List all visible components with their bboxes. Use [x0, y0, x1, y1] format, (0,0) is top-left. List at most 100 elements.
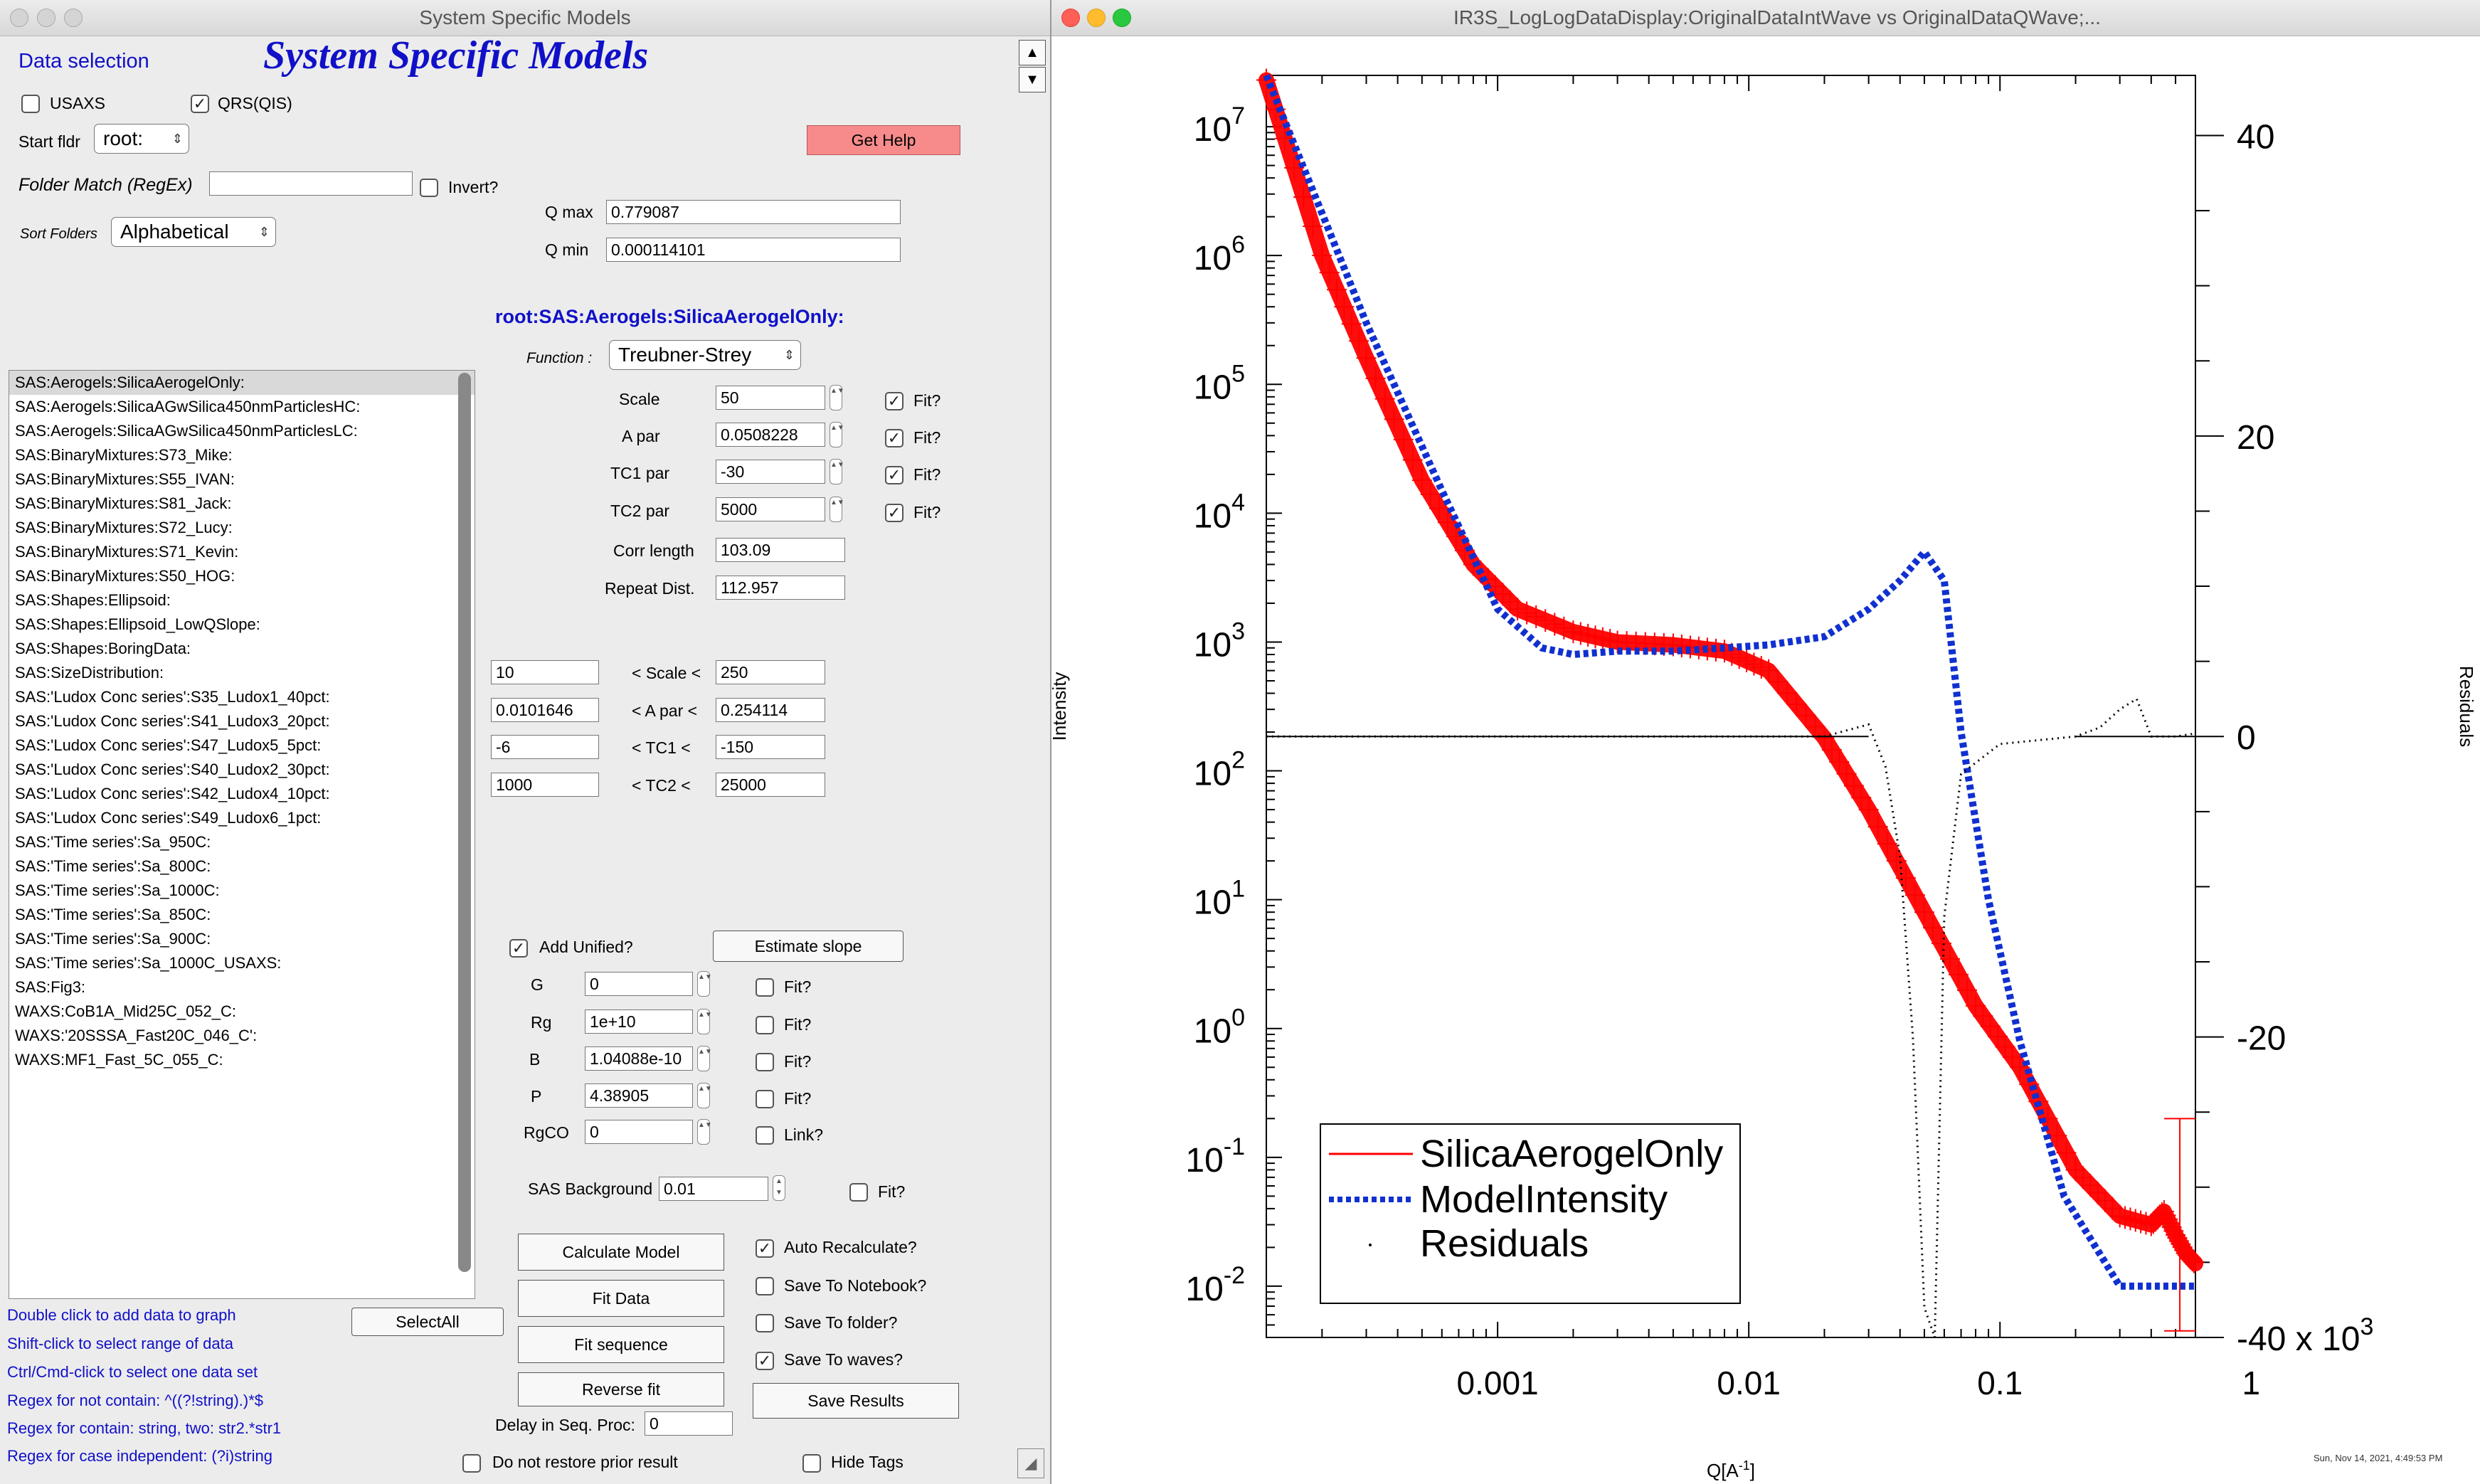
sas-background-stepper[interactable]: ▲ ▼: [773, 1175, 785, 1201]
unified-check[interactable]: [756, 978, 774, 997]
maximize-icon[interactable]: [64, 9, 83, 27]
list-item[interactable]: SAS:Aerogels:SilicaAGwSilica450nmParticl…: [15, 422, 358, 440]
list-item[interactable]: SAS:Shapes:Ellipsoid_LowQSlope:: [15, 615, 260, 633]
list-item[interactable]: SAS:'Ludox Conc series':S41_Ludox3_20pct…: [15, 712, 330, 730]
qmax-input[interactable]: 0.779087: [606, 200, 901, 224]
list-item[interactable]: SAS:'Time series':Sa_1000C:: [15, 881, 220, 899]
unified-stepper[interactable]: ▲▼: [697, 971, 712, 997]
maximize-icon[interactable]: [1113, 9, 1131, 27]
unified-input[interactable]: 1.04088e-10: [585, 1046, 693, 1071]
unified-input[interactable]: 1e+10: [585, 1009, 693, 1034]
unified-check[interactable]: [756, 1016, 774, 1034]
list-item[interactable]: WAXS:CoB1A_Mid25C_052_C:: [15, 1002, 237, 1020]
qmin-input[interactable]: 0.000114101: [606, 238, 901, 262]
get-help-button[interactable]: Get Help: [807, 125, 960, 155]
add-unified-checkbox[interactable]: ✓: [509, 939, 528, 958]
param-stepper[interactable]: ▲▼: [830, 497, 844, 522]
list-item[interactable]: SAS:'Time series':Sa_1000C_USAXS:: [15, 954, 282, 972]
param-input[interactable]: -30: [716, 460, 825, 484]
limit-low-input[interactable]: 10: [491, 660, 599, 684]
calculate-model-button[interactable]: Calculate Model: [518, 1234, 724, 1271]
intensity-chart[interactable]: 0.001 0.01 0.1 1 10-2 10-1 100 101 102 103 104 105 1…: [1051, 36, 2480, 1484]
list-item[interactable]: SAS:BinaryMixtures:S71_Kevin:: [15, 543, 239, 561]
minimize-icon[interactable]: [1087, 9, 1106, 27]
sort-folders-select[interactable]: Alphabetical ⇕: [111, 217, 276, 247]
list-item[interactable]: SAS:'Ludox Conc series':S42_Ludox4_10pct…: [15, 785, 330, 802]
save-notebook-checkbox[interactable]: [756, 1277, 774, 1295]
param-input[interactable]: 50: [716, 386, 825, 410]
sas-background-fit-checkbox[interactable]: [849, 1183, 868, 1202]
unified-check[interactable]: [756, 1053, 774, 1071]
auto-recalculate-checkbox[interactable]: ✓: [756, 1239, 774, 1258]
fit-sequence-button[interactable]: Fit sequence: [518, 1326, 724, 1363]
unified-input[interactable]: 0: [585, 972, 693, 996]
list-item[interactable]: SAS:'Ludox Conc series':S35_Ludox1_40pct…: [15, 688, 330, 706]
list-item[interactable]: SAS:'Ludox Conc series':S40_Ludox2_30pct…: [15, 760, 330, 778]
param-fit-checkbox[interactable]: ✓: [885, 429, 903, 447]
folder-match-input[interactable]: [209, 171, 413, 196]
unified-stepper[interactable]: ▲▼: [697, 1119, 712, 1145]
minimize-icon[interactable]: [37, 9, 55, 27]
unified-stepper[interactable]: ▲▼: [697, 1083, 712, 1108]
list-item[interactable]: SAS:'Time series':Sa_950C:: [15, 833, 211, 851]
unified-check[interactable]: [756, 1126, 774, 1145]
resize-grip-icon[interactable]: ◢: [1017, 1448, 1044, 1478]
param-stepper[interactable]: ▲▼: [830, 385, 844, 410]
close-icon[interactable]: [1061, 9, 1080, 27]
param-stepper[interactable]: ▲▼: [830, 422, 844, 447]
list-item[interactable]: SAS:'Ludox Conc series':S49_Ludox6_1pct:: [15, 809, 322, 827]
limit-high-input[interactable]: 25000: [716, 773, 825, 797]
invert-checkbox[interactable]: [420, 179, 438, 197]
sas-background-input[interactable]: 0.01: [659, 1177, 768, 1201]
limit-high-input[interactable]: -150: [716, 735, 825, 759]
scroll-up-icon[interactable]: ▲: [1019, 40, 1046, 65]
list-item[interactable]: SAS:BinaryMixtures:S50_HOG:: [15, 567, 235, 585]
list-item[interactable]: WAXS:MF1_Fast_5C_055_C:: [15, 1051, 223, 1069]
function-select[interactable]: Treubner-Strey ⇕: [609, 340, 801, 370]
list-item[interactable]: SAS:BinaryMixtures:S55_IVAN:: [15, 470, 235, 488]
save-results-button[interactable]: Save Results: [753, 1383, 959, 1419]
list-item[interactable]: SAS:'Ludox Conc series':S47_Ludox5_5pct:: [15, 736, 322, 754]
usaxs-checkbox[interactable]: [21, 95, 40, 113]
scroll-down-icon[interactable]: ▼: [1019, 67, 1046, 92]
list-item[interactable]: SAS:Aerogels:SilicaAGwSilica450nmParticl…: [15, 398, 361, 415]
save-folder-checkbox[interactable]: [756, 1314, 774, 1332]
unified-input[interactable]: 4.38905: [585, 1083, 693, 1108]
data-folder-list[interactable]: SAS:Aerogels:SilicaAerogelOnly: SAS:Aerog…: [9, 370, 475, 1299]
limit-low-input[interactable]: 0.0101646: [491, 698, 599, 722]
param-fit-checkbox[interactable]: ✓: [885, 504, 903, 522]
limit-low-input[interactable]: 1000: [491, 773, 599, 797]
unified-check[interactable]: [756, 1090, 774, 1108]
list-item[interactable]: SAS:'Time series':Sa_900C:: [15, 930, 211, 948]
limit-high-input[interactable]: 0.254114: [716, 698, 825, 722]
close-icon[interactable]: [10, 9, 28, 27]
start-folder-select[interactable]: root: ⇕: [94, 124, 189, 154]
unified-stepper[interactable]: ▲▼: [697, 1009, 712, 1034]
param-input[interactable]: 5000: [716, 497, 825, 521]
unified-input[interactable]: 0: [585, 1120, 693, 1144]
list-item[interactable]: SAS:'Time series':Sa_800C:: [15, 857, 211, 875]
select-all-button[interactable]: SelectAll: [351, 1308, 504, 1336]
list-item[interactable]: SAS:BinaryMixtures:S73_Mike:: [15, 446, 233, 464]
limit-low-input[interactable]: -6: [491, 735, 599, 759]
list-item[interactable]: SAS:SizeDistribution:: [15, 664, 164, 682]
fit-data-button[interactable]: Fit Data: [518, 1280, 724, 1317]
list-item[interactable]: SAS:Fig3:: [15, 978, 86, 996]
do-not-restore-checkbox[interactable]: [462, 1454, 481, 1473]
reverse-fit-button[interactable]: Reverse fit: [518, 1372, 724, 1406]
unified-stepper[interactable]: ▲▼: [697, 1046, 712, 1071]
param-fit-checkbox[interactable]: ✓: [885, 466, 903, 484]
list-item[interactable]: SAS:BinaryMixtures:S81_Jack:: [15, 494, 232, 512]
list-item[interactable]: WAXS:'20SSSA_Fast20C_046_C':: [15, 1027, 258, 1044]
estimate-slope-button[interactable]: Estimate slope: [713, 931, 903, 962]
list-item[interactable]: SAS:Shapes:BoringData:: [15, 640, 191, 657]
list-item[interactable]: SAS:BinaryMixtures:S72_Lucy:: [15, 519, 233, 536]
limit-high-input[interactable]: 250: [716, 660, 825, 684]
list-item[interactable]: SAS:Aerogels:SilicaAerogelOnly:: [9, 371, 475, 395]
qrs-checkbox[interactable]: ✓: [191, 95, 209, 113]
list-scrollbar[interactable]: [458, 373, 471, 1272]
delay-input[interactable]: 0: [645, 1411, 733, 1436]
list-item[interactable]: SAS:'Time series':Sa_850C:: [15, 906, 211, 923]
hide-tags-checkbox[interactable]: [802, 1454, 821, 1473]
save-waves-checkbox[interactable]: ✓: [756, 1352, 774, 1370]
